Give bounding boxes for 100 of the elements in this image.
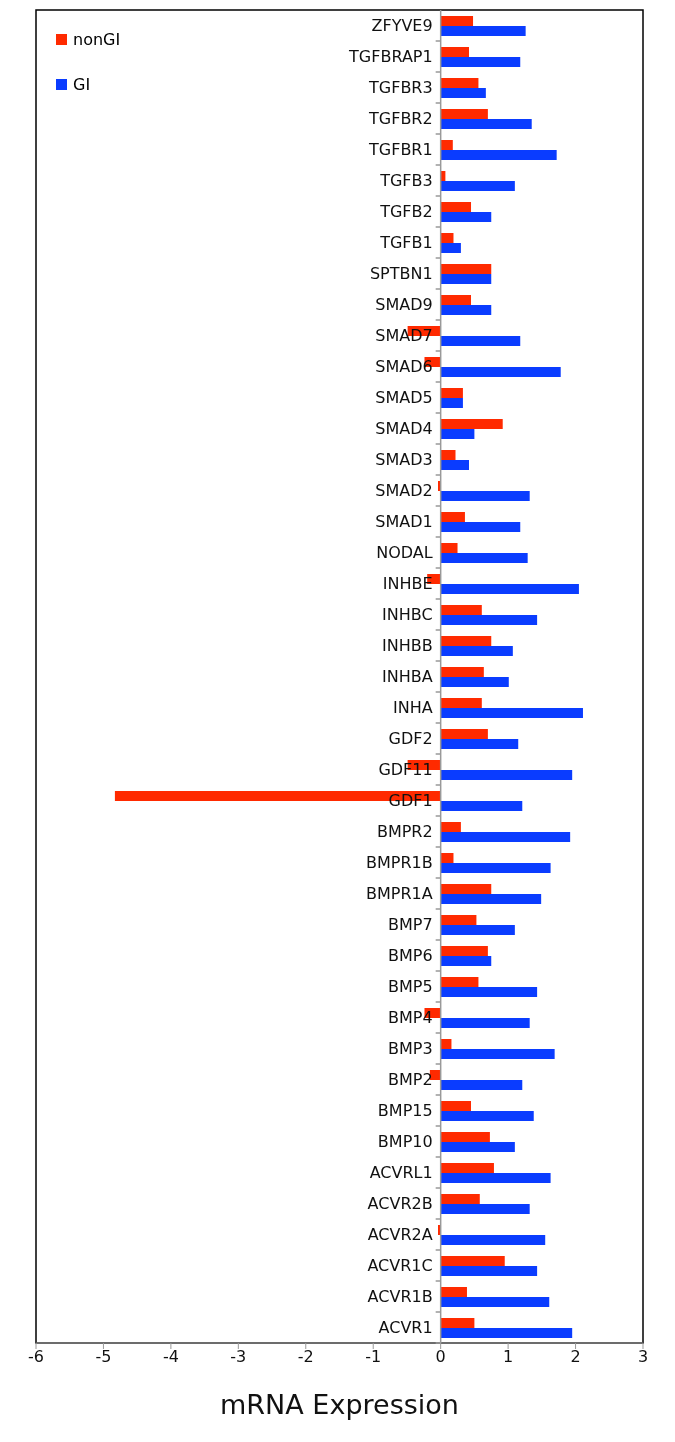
y-tick-label: SMAD9: [375, 294, 433, 314]
y-tick-label: BMPR1A: [365, 883, 433, 903]
x-tick-label: 2: [570, 1347, 581, 1367]
y-tick-label: INHBA: [382, 666, 433, 686]
bar: [440, 915, 477, 925]
x-tick-label: 0: [435, 1347, 446, 1367]
bar: [440, 739, 519, 749]
bar: [440, 512, 465, 522]
bar: [440, 770, 573, 780]
bar: [440, 109, 488, 119]
y-tick-label: NODAL: [376, 542, 433, 562]
y-tick-label: TGFBR2: [368, 108, 433, 128]
bar: [440, 388, 463, 398]
bar: [440, 646, 513, 656]
bar: [440, 1101, 472, 1111]
y-tick-label: ACVR2B: [367, 1193, 433, 1213]
y-tick-label: SMAD5: [375, 387, 433, 407]
x-tick-label: -4: [162, 1347, 179, 1367]
y-tick-label: BMP6: [388, 945, 433, 965]
y-tick-label: ACVR2A: [367, 1224, 433, 1244]
bar: [440, 522, 521, 532]
bar: [440, 202, 472, 212]
bar: [440, 987, 538, 997]
bar: [440, 150, 557, 160]
x-tick-label: 3: [637, 1347, 649, 1367]
bar: [440, 1297, 550, 1307]
bar: [440, 1142, 515, 1152]
x-tick-label: -5: [95, 1347, 112, 1367]
bar: [440, 636, 492, 646]
bar: [440, 1328, 573, 1338]
y-tick-label: ZFYVE9: [371, 15, 433, 35]
bar: [440, 367, 561, 377]
bar: [440, 88, 486, 98]
bar: [440, 26, 526, 36]
bar: [440, 1194, 480, 1204]
bar: [440, 450, 456, 460]
bar: [440, 295, 472, 305]
x-tick-label: -2: [297, 1347, 314, 1367]
bar: [440, 615, 538, 625]
bar: [440, 398, 463, 408]
bar: [440, 708, 583, 718]
bar: [440, 140, 453, 150]
y-tick-label: INHBC: [382, 604, 433, 624]
y-tick-label: BMP7: [388, 914, 433, 934]
bar: [440, 181, 515, 191]
y-tick-label: SMAD6: [375, 356, 433, 376]
y-tick-label: INHBE: [382, 573, 433, 593]
y-tick-label: INHBB: [381, 635, 433, 655]
bar: [440, 543, 458, 553]
bar: [440, 1287, 467, 1297]
y-tick-label: TGFB1: [379, 232, 433, 252]
bar: [440, 78, 479, 88]
bar: [440, 264, 492, 274]
bar: [440, 1049, 555, 1059]
y-tick-label: TGFBRAP1: [348, 46, 433, 66]
y-tick-label: BMP15: [377, 1100, 433, 1120]
y-tick-label: BMPR2: [376, 821, 433, 841]
y-tick-label: BMP4: [388, 1007, 433, 1027]
bar: [440, 1132, 490, 1142]
y-tick-label: TGFB2: [379, 201, 433, 221]
bar: [440, 956, 492, 966]
y-tick-label: SMAD4: [375, 418, 433, 438]
bar: [440, 884, 492, 894]
y-tick-label: GDF11: [378, 759, 433, 779]
y-tick-label: SMAD3: [375, 449, 433, 469]
bar: [440, 1080, 523, 1090]
bar: [440, 977, 479, 987]
y-tick-label: SMAD7: [375, 325, 433, 345]
bar: [440, 863, 551, 873]
bar: [440, 667, 484, 677]
bar: [440, 801, 523, 811]
bar: [440, 243, 461, 253]
y-tick-label: SPTBN1: [369, 263, 433, 283]
bar: [440, 894, 542, 904]
y-tick-label: GDF2: [388, 728, 433, 748]
y-tick-label: TGFB3: [379, 170, 433, 190]
bar: [440, 925, 515, 935]
bar: [440, 553, 528, 563]
bar: [440, 677, 509, 687]
bar: [440, 1318, 475, 1328]
x-tick-label: -1: [365, 1347, 382, 1367]
y-tick-label: SMAD2: [375, 480, 433, 500]
y-tick-label: BMP10: [377, 1131, 433, 1151]
bar: [440, 1163, 494, 1173]
bar: [440, 233, 454, 243]
bar: [440, 1018, 530, 1028]
bar: [440, 1266, 538, 1276]
y-tick-label: ACVR1B: [367, 1286, 433, 1306]
legend-label: GI: [73, 75, 91, 94]
legend-label: nonGI: [73, 30, 121, 49]
bar: [440, 47, 469, 57]
x-tick-label: 1: [503, 1347, 514, 1367]
bar: [440, 336, 521, 346]
bar: [440, 1256, 505, 1266]
bar: [440, 729, 488, 739]
bar: [440, 212, 492, 222]
y-tick-label: INHA: [392, 697, 433, 717]
bar: [440, 57, 521, 67]
bar: [440, 119, 532, 129]
bar: [440, 429, 475, 439]
